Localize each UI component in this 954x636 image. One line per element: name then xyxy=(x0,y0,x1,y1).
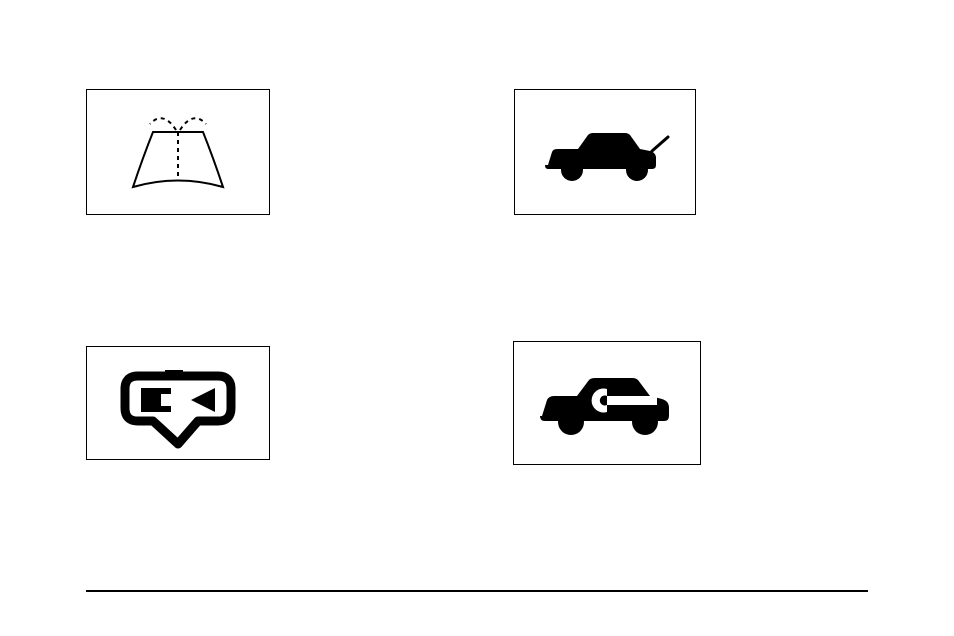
page-separator xyxy=(86,590,868,592)
seatbelt-box xyxy=(86,346,270,460)
service-car-box xyxy=(513,341,701,465)
service-car-icon xyxy=(527,356,687,451)
trunk-ajar-box xyxy=(514,89,696,215)
seatbelt-icon xyxy=(103,356,253,451)
windshield-washer-box xyxy=(86,89,270,215)
windshield-washer-icon xyxy=(108,102,248,202)
trunk-ajar-icon xyxy=(530,107,680,197)
